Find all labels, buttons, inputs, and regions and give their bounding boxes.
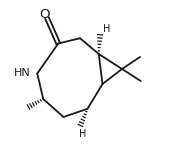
Text: O: O	[40, 8, 50, 21]
Text: H: H	[79, 129, 87, 139]
Text: H: H	[103, 24, 110, 34]
Text: HN: HN	[14, 68, 30, 78]
